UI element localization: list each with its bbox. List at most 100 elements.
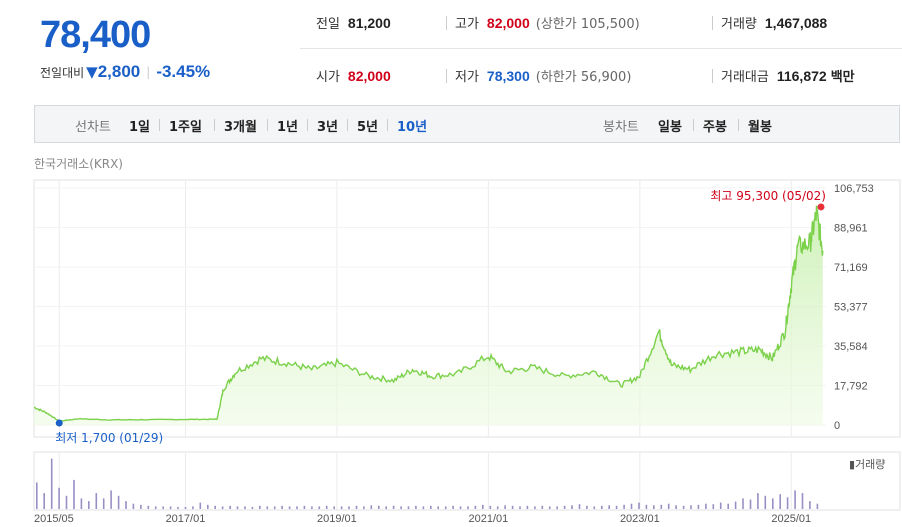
volume-bar — [117, 495, 120, 510]
volume-bar — [266, 506, 269, 510]
volume-bar — [697, 504, 700, 509]
period-1d[interactable]: 1일 — [129, 120, 151, 135]
volume-bar — [727, 503, 729, 509]
volume-bar — [801, 493, 804, 509]
candle-chart-label: 봉차트 — [603, 120, 639, 135]
exchange-label: 한국거래소(KRX) — [34, 157, 123, 171]
volume-bar — [311, 506, 313, 510]
volume-bar — [638, 502, 640, 509]
volume-bar — [742, 498, 744, 509]
volume-bar — [712, 504, 715, 509]
open-price: 시가 82,000 — [316, 67, 391, 86]
x-tick-label: 2015/05 — [34, 513, 74, 525]
divider — [347, 119, 348, 131]
volume-bar — [229, 505, 231, 509]
volume-bar — [772, 498, 774, 509]
volume-bar — [511, 505, 514, 509]
volume-bar — [422, 506, 425, 510]
volume-bar — [608, 505, 610, 509]
volume-bar — [378, 505, 380, 509]
period-10y[interactable]: 10년 — [397, 120, 428, 135]
prev-close: 전일 81,200 — [316, 14, 391, 33]
volume-bar — [340, 506, 343, 510]
volume-bar — [645, 504, 648, 509]
price-area-fill — [34, 205, 823, 425]
candle-daily[interactable]: 일봉 — [658, 120, 682, 135]
volume-bar — [281, 505, 283, 509]
divider — [446, 69, 447, 83]
price-plot-frame — [33, 179, 901, 438]
candle-monthly[interactable]: 월봉 — [748, 120, 772, 135]
current-price: 78,400 — [40, 14, 151, 56]
period-1y[interactable]: 1년 — [277, 120, 299, 135]
volume-bar — [519, 506, 521, 510]
divider — [307, 119, 308, 131]
volume-bar — [102, 498, 105, 509]
candle-weekly[interactable]: 주봉 — [703, 120, 727, 135]
divider — [738, 119, 739, 131]
change-percent: -3.45% — [156, 62, 211, 81]
volume-bar — [779, 494, 781, 509]
volume-bar — [207, 504, 209, 509]
volume-bar — [541, 505, 544, 509]
period-3m[interactable]: 3개월 — [224, 120, 257, 135]
volume-bar — [623, 504, 625, 509]
volume-bar — [333, 506, 335, 510]
volume-bar — [392, 505, 395, 509]
volume-bar — [132, 503, 135, 509]
period-3y[interactable]: 3년 — [317, 120, 339, 135]
volume-bar — [794, 490, 796, 509]
x-tick-label: 2023/01 — [620, 513, 660, 525]
volume-bar — [504, 505, 506, 509]
volume-bar — [705, 503, 707, 509]
y-tick-label: 0 — [834, 420, 840, 432]
volume-bar — [786, 497, 789, 509]
y-tick-label: 53,377 — [834, 302, 868, 314]
volume-bar — [385, 506, 387, 510]
volume-bar — [407, 506, 410, 510]
info-divider — [300, 48, 902, 49]
volume-bar — [556, 506, 558, 510]
volume-bar — [95, 493, 98, 509]
volume-bar — [244, 506, 246, 510]
volume-bar — [734, 501, 737, 509]
volume-bar — [586, 505, 588, 509]
divider — [214, 119, 215, 131]
volume-bar — [318, 506, 321, 510]
period-5y[interactable]: 5년 — [357, 120, 379, 135]
volume-bar — [653, 505, 655, 509]
x-tick-label: 2025/01 — [771, 513, 811, 525]
divider — [446, 16, 447, 30]
x-tick-label: 2019/01 — [317, 513, 357, 525]
low-annotation: 최저 1,700 (01/29) — [55, 431, 163, 445]
volume-bar — [757, 493, 759, 509]
volume-bar — [43, 493, 45, 509]
volume-bar — [65, 495, 68, 510]
volume-bar — [221, 506, 224, 510]
volume-bar — [110, 490, 112, 509]
volume-bar — [474, 505, 477, 509]
volume-bar — [571, 505, 573, 509]
divider — [712, 69, 713, 83]
volume-bar — [162, 506, 164, 510]
volume-bar — [400, 506, 402, 510]
period-1w[interactable]: 1주일 — [169, 120, 202, 135]
volume-bar — [214, 505, 216, 509]
volume-bar — [601, 505, 603, 509]
volume-bar — [578, 504, 581, 509]
volume-bar — [719, 502, 722, 509]
divider — [712, 16, 713, 30]
volume-bar — [816, 503, 819, 509]
volume-bar — [660, 504, 663, 509]
volume-bar — [630, 503, 633, 509]
x-tick-label: 2021/01 — [468, 513, 508, 525]
high-marker — [817, 203, 825, 211]
volume-bar — [325, 505, 328, 509]
volume-bar — [259, 505, 261, 509]
volume-bar — [496, 506, 499, 510]
volume-bar — [415, 505, 417, 509]
y-tick-label: 35,584 — [834, 341, 868, 353]
change-value: 2,800 — [97, 62, 141, 81]
volume-bar — [675, 505, 677, 509]
volume-bar — [236, 506, 239, 510]
